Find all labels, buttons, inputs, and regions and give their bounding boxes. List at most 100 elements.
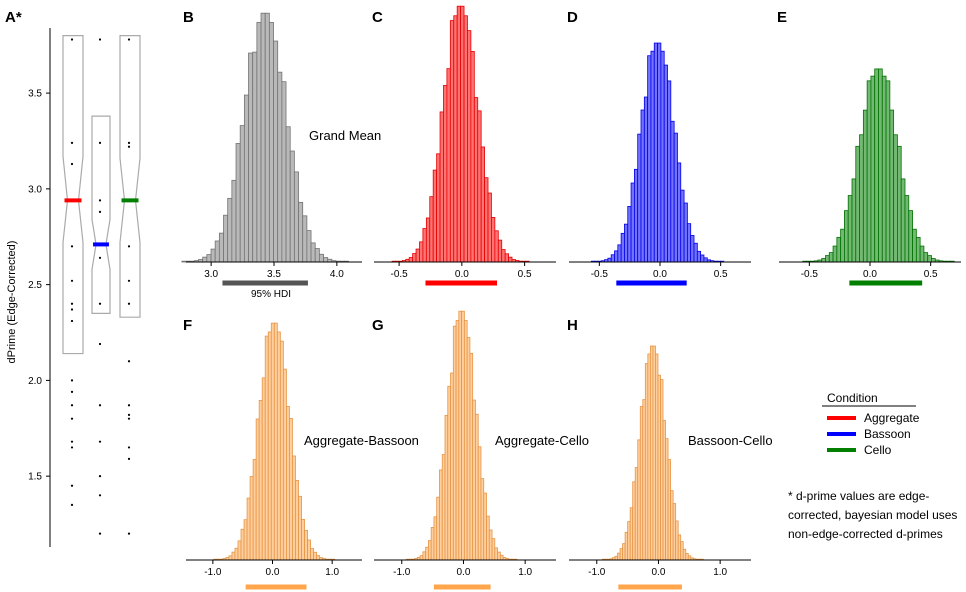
histogram-bar <box>258 399 263 561</box>
data-point <box>127 145 131 148</box>
histogram-bar <box>466 337 471 561</box>
histogram-bar <box>206 254 212 263</box>
x-tick-label: -0.5 <box>390 269 408 280</box>
panel-b: B 3.0 3.5 4.0 Grand Mean 95% HDI <box>181 9 381 300</box>
histogram-bar <box>874 68 879 263</box>
histogram-bar <box>670 120 675 263</box>
histogram-bar <box>279 340 284 561</box>
histogram-bar <box>267 331 272 561</box>
histogram-bar <box>487 192 492 263</box>
histogram-bar <box>889 109 895 263</box>
histogram-bar <box>463 15 468 263</box>
histogram-bar <box>900 178 906 263</box>
histogram-bar <box>293 171 299 263</box>
histogram-bar <box>298 495 302 561</box>
histogram-bar <box>885 80 891 263</box>
x-tick-label: -0.5 <box>591 269 609 280</box>
data-point <box>70 302 74 305</box>
panel-g: G -1.0 0.0 1.0 Aggregate-Cello <box>372 310 589 590</box>
data-point <box>127 279 131 282</box>
histogram-bar <box>210 248 216 263</box>
data-point <box>98 404 102 407</box>
histogram-bar <box>700 254 705 263</box>
data-point <box>98 256 102 259</box>
histogram-bar <box>647 55 652 263</box>
histogram-bar <box>633 168 639 263</box>
histogram-bar <box>653 42 658 263</box>
histogram-bar <box>480 478 485 561</box>
histogram-bar <box>231 551 236 561</box>
footnote-line-1: * d-prime values are edge- <box>788 489 929 503</box>
histogram-bar <box>660 50 665 263</box>
histogram-bar <box>897 145 902 263</box>
histogram-bar <box>255 418 260 561</box>
histogram-bar <box>235 143 241 263</box>
histogram-bar <box>508 256 513 263</box>
data-point <box>70 279 74 282</box>
histogram-bar <box>316 555 321 561</box>
data-point <box>127 38 131 41</box>
histogram-bar <box>264 335 269 561</box>
histogram-bar <box>469 352 474 561</box>
histogram-bar <box>439 111 444 263</box>
x-tick-label: 3.5 <box>267 269 281 280</box>
histogram-bar <box>439 469 443 561</box>
histogram-bar <box>828 252 834 263</box>
x-tick-label: 0.5 <box>714 269 728 280</box>
histogram-bar <box>252 51 258 263</box>
histogram-bar <box>408 257 414 263</box>
histogram-bar <box>223 214 229 263</box>
histogram-bar <box>473 97 479 263</box>
histogram-bar <box>908 210 913 263</box>
panel-a: A* dPrime (Edge-Corrected) 1.5 2.0 2.5 3.0 3… <box>5 9 141 547</box>
panel-h: H -1.0 0.0 1.0 Bassoon-Cello <box>567 317 773 590</box>
data-point <box>98 494 102 497</box>
data-point <box>70 245 74 248</box>
histogram-bar <box>923 252 929 263</box>
histogram-bar <box>246 497 251 561</box>
panel-label-b: B <box>183 9 194 26</box>
histogram-bar <box>307 539 311 561</box>
data-point <box>98 342 102 346</box>
footnote-line-2: corrected, bayesian model uses <box>788 508 957 522</box>
histogram-bar <box>432 169 438 263</box>
legend-title: Condition <box>827 391 878 405</box>
histogram-bar <box>488 529 493 561</box>
histogram-bar <box>285 126 291 263</box>
panel-d: D -0.5 0.0 0.5 <box>567 9 751 286</box>
histogram-bar <box>461 310 465 561</box>
box-cello <box>119 35 141 318</box>
histogram-bar <box>243 519 248 561</box>
panel-f: F -1.0 0.0 1.0 Aggregate-Bassoon <box>183 317 419 590</box>
histogram-bar <box>927 255 932 263</box>
y-tick-label: 2.5 <box>28 280 42 291</box>
histogram-bar <box>703 257 708 263</box>
histogram-bar <box>441 454 446 561</box>
histogram-bar <box>285 406 290 561</box>
histogram-bar <box>239 125 245 263</box>
histogram-bar <box>463 320 468 561</box>
panel-label-c: C <box>372 9 383 26</box>
x-tick-label: 0.5 <box>518 269 532 280</box>
histogram-bar <box>607 257 612 263</box>
histogram-bar <box>314 248 320 263</box>
data-point <box>127 417 131 420</box>
histogram-bar <box>624 223 629 263</box>
x-tick-label: 1.0 <box>713 567 727 578</box>
data-point <box>98 199 102 202</box>
data-point <box>127 360 131 363</box>
histogram-bar <box>436 496 440 561</box>
histogram-bar <box>825 255 830 263</box>
x-tick-label: 0.0 <box>457 567 471 578</box>
data-point <box>70 417 74 420</box>
histogram-bar <box>657 42 662 263</box>
y-tick-label: 2.0 <box>28 376 42 387</box>
histogram-bar <box>425 546 429 561</box>
histogram-bar <box>419 241 424 263</box>
data-point <box>70 162 74 166</box>
data-point <box>70 446 74 449</box>
histogram-bar <box>840 228 845 263</box>
data-point <box>127 245 131 248</box>
histogram-bar <box>181 260 187 263</box>
panel-e: E -0.5 0.0 0.5 <box>777 9 961 286</box>
